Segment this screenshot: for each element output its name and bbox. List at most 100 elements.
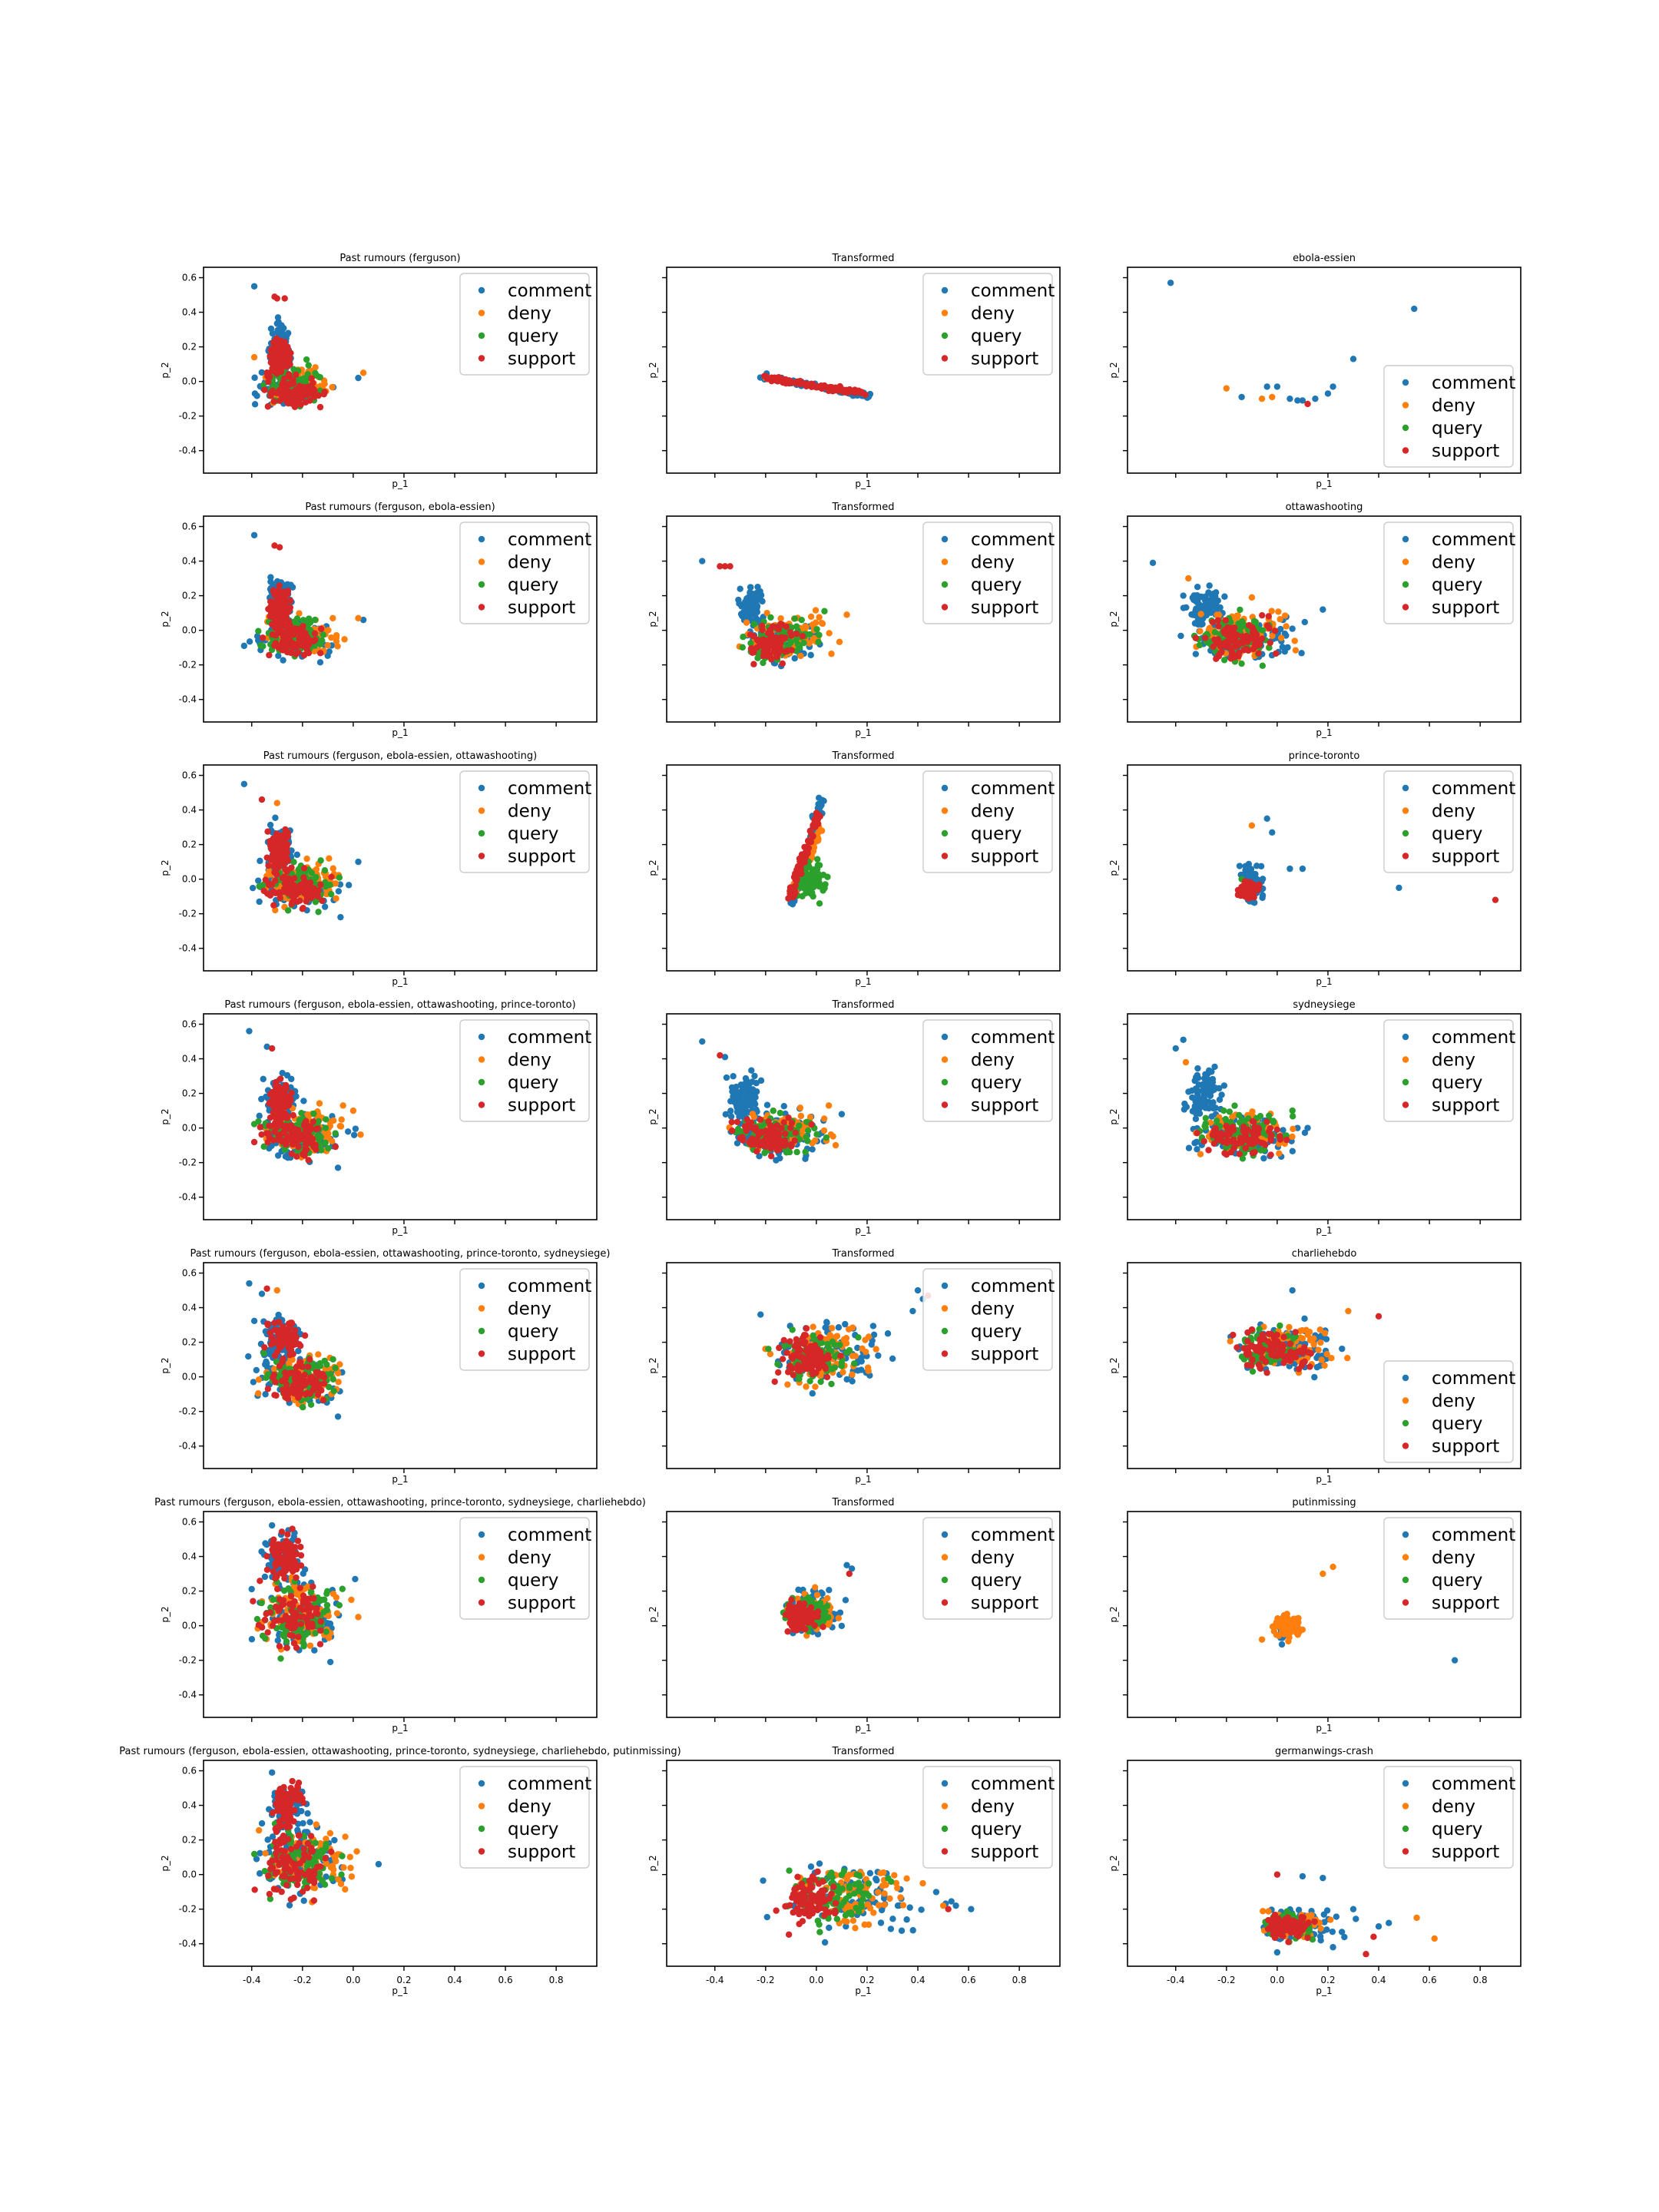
- point-comment: [1301, 1129, 1309, 1137]
- y-axis-label: p_2: [647, 859, 658, 876]
- point-support: [303, 898, 310, 905]
- point-support: [282, 395, 289, 402]
- point-support: [775, 1131, 782, 1137]
- point-comment: [1396, 884, 1402, 892]
- point-deny: [797, 1112, 805, 1120]
- point-support: [285, 640, 293, 647]
- legend-box: [922, 273, 1053, 376]
- legend-marker-comment: [941, 286, 949, 294]
- y-axis-label: p_2: [647, 611, 658, 627]
- point-query: [1220, 1107, 1227, 1114]
- point-comment: [350, 1131, 358, 1138]
- point-query: [308, 869, 316, 876]
- point-comment: [1192, 1103, 1200, 1110]
- point-deny: [326, 855, 333, 862]
- point-comment: [1216, 1084, 1223, 1092]
- point-support: [283, 849, 291, 856]
- point-query: [317, 638, 324, 645]
- point-support: [275, 600, 282, 607]
- point-deny: [1290, 1125, 1296, 1133]
- point-support: [290, 1111, 296, 1119]
- point-support: [285, 618, 293, 625]
- point-deny: [1185, 575, 1192, 582]
- point-support: [1264, 622, 1271, 629]
- point-comment: [1200, 594, 1208, 601]
- point-deny: [339, 1102, 346, 1109]
- point-support: [268, 1045, 276, 1052]
- point-support: [767, 1153, 775, 1160]
- point-support: [773, 1141, 780, 1148]
- point-comment: [321, 903, 329, 910]
- point-support: [737, 1134, 743, 1141]
- legend-label-support: support: [508, 598, 575, 618]
- point-deny: [336, 1122, 344, 1130]
- point-query: [823, 1134, 830, 1141]
- y-tick-label: 0.6: [182, 770, 197, 781]
- point-query: [796, 1136, 803, 1143]
- point-comment: [751, 1099, 758, 1106]
- point-comment: [275, 652, 282, 660]
- y-axis-label: p_2: [1108, 611, 1119, 627]
- legend-box: [922, 1019, 1053, 1122]
- point-deny: [826, 630, 833, 637]
- point-support: [1215, 623, 1222, 630]
- point-comment: [249, 884, 257, 892]
- point-support: [775, 625, 783, 633]
- legend-box: [922, 522, 1053, 624]
- point-deny: [341, 636, 348, 643]
- point-query: [298, 1109, 305, 1117]
- subplot-1-0: Past rumours (ferguson, ebola-essien)0.6…: [160, 502, 598, 738]
- subplot-title: Transformed: [832, 999, 895, 1011]
- legend-label-comment: comment: [508, 530, 591, 550]
- point-deny: [355, 614, 362, 622]
- point-support: [791, 1137, 798, 1144]
- point-support: [300, 865, 308, 872]
- point-support: [273, 1095, 280, 1103]
- point-support: [750, 633, 757, 640]
- point-deny: [796, 1104, 804, 1111]
- legend-label-comment: comment: [508, 1028, 591, 1048]
- point-support: [288, 649, 295, 656]
- point-support: [785, 1114, 792, 1121]
- point-support: [727, 563, 733, 570]
- point-support: [293, 387, 300, 395]
- scatter-points: [250, 283, 367, 411]
- point-support: [1240, 640, 1247, 647]
- point-support: [768, 377, 775, 385]
- point-query: [816, 631, 823, 639]
- point-support: [767, 654, 774, 661]
- point-comment: [1242, 863, 1249, 869]
- point-comment: [742, 598, 749, 605]
- point-support: [276, 544, 283, 551]
- legend-box: [1383, 365, 1514, 468]
- point-support: [756, 1142, 763, 1149]
- y-axis-label: p_2: [160, 611, 171, 627]
- point-query: [754, 654, 761, 661]
- scatter-points: [1234, 815, 1499, 906]
- point-comment: [743, 606, 750, 613]
- point-comment: [791, 654, 798, 662]
- point-support: [284, 588, 292, 594]
- legend-marker-comment: [1402, 784, 1409, 792]
- legend-marker-deny: [478, 1056, 485, 1063]
- point-support: [279, 875, 286, 882]
- point-support: [270, 398, 277, 405]
- point-support: [778, 375, 786, 382]
- legend-marker-deny: [941, 310, 949, 316]
- point-support: [1202, 634, 1209, 641]
- point-comment: [699, 1038, 706, 1045]
- point-support: [285, 370, 293, 378]
- point-support: [285, 875, 292, 882]
- point-query: [260, 1143, 267, 1151]
- point-comment: [1220, 1082, 1228, 1089]
- y-tick-label: 0.0: [182, 1123, 197, 1134]
- point-support: [717, 563, 724, 570]
- point-support: [290, 1133, 297, 1141]
- point-support: [306, 641, 313, 648]
- point-deny: [807, 613, 815, 621]
- point-support: [747, 1138, 753, 1145]
- point-comment: [734, 1089, 742, 1096]
- point-comment: [246, 638, 253, 645]
- subplot-2-0: Past rumours (ferguson, ebola-essien, ot…: [160, 750, 598, 987]
